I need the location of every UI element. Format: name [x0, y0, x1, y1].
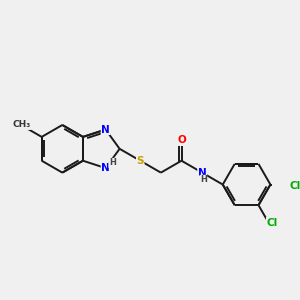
Text: N: N	[101, 163, 110, 173]
Text: O: O	[177, 136, 186, 146]
Text: Cl: Cl	[266, 218, 278, 227]
Text: S: S	[136, 156, 144, 166]
Text: H: H	[200, 175, 207, 184]
Text: N: N	[198, 168, 206, 178]
Text: CH₃: CH₃	[13, 121, 31, 130]
Text: N: N	[101, 124, 110, 134]
Text: Cl: Cl	[289, 181, 300, 191]
Text: H: H	[109, 158, 116, 167]
